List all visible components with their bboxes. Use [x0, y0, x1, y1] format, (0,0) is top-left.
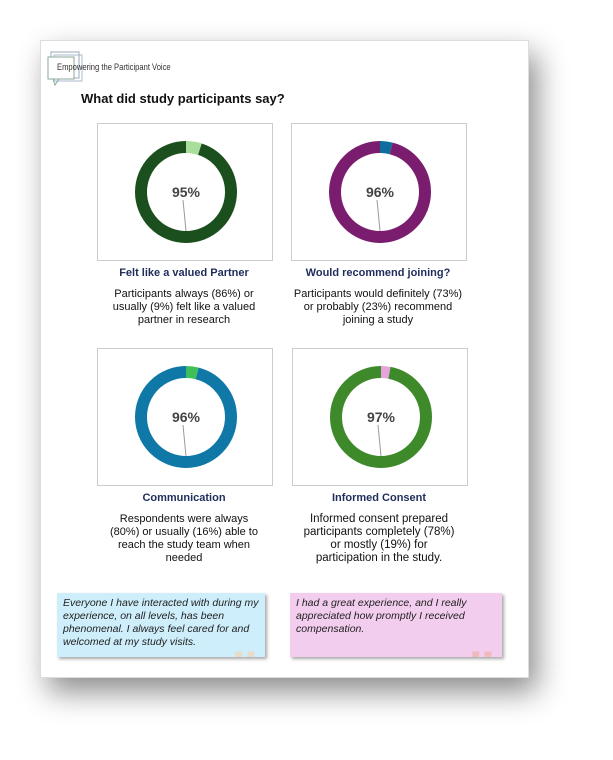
chart-description: Informed consent prepared participants c… [303, 513, 455, 564]
label-leader-line [182, 424, 187, 457]
chart-title: Informed Consent [331, 492, 427, 504]
donut-chart: 97% [292, 348, 468, 486]
donut-slice [135, 141, 237, 243]
donut-chart: 96% [97, 348, 273, 486]
logo: Empowering the Participant Voice [47, 50, 217, 87]
speech-bubbles-icon [47, 51, 83, 87]
label-leader-line [376, 199, 381, 232]
label-leader-line [182, 199, 187, 232]
chart-title: Would recommend joining? [305, 267, 451, 279]
chart-description: Participants always (86%) or usually (9%… [112, 288, 256, 326]
donut-chart: 95% [97, 123, 273, 261]
center-label: 96% [366, 184, 395, 200]
donut-slice [329, 141, 431, 243]
quote-text: I had a great experience, and I really a… [296, 597, 467, 635]
center-label: 95% [172, 184, 201, 200]
label-leader-line [377, 424, 382, 457]
quote-text: Everyone I have interacted with during m… [63, 597, 259, 648]
chart-title: Felt like a valued Partner [119, 267, 249, 279]
chart-description: Respondents were always (80%) or usually… [110, 513, 258, 564]
center-label: 96% [172, 409, 201, 425]
chart-description: Participants would definitely (73%) or p… [293, 288, 463, 326]
logo-text: Empowering the Participant Voice [57, 62, 171, 73]
quote-card-1: Everyone I have interacted with during m… [57, 593, 265, 657]
chart-title: Communication [142, 492, 226, 504]
quote-card-2: I had a great experience, and I really a… [290, 593, 502, 657]
donut-chart: 96% [291, 123, 467, 261]
page-title: What did study participants say? [81, 91, 285, 106]
donut-slice [135, 366, 237, 468]
donut-slice [330, 366, 432, 468]
center-label: 97% [367, 409, 396, 425]
